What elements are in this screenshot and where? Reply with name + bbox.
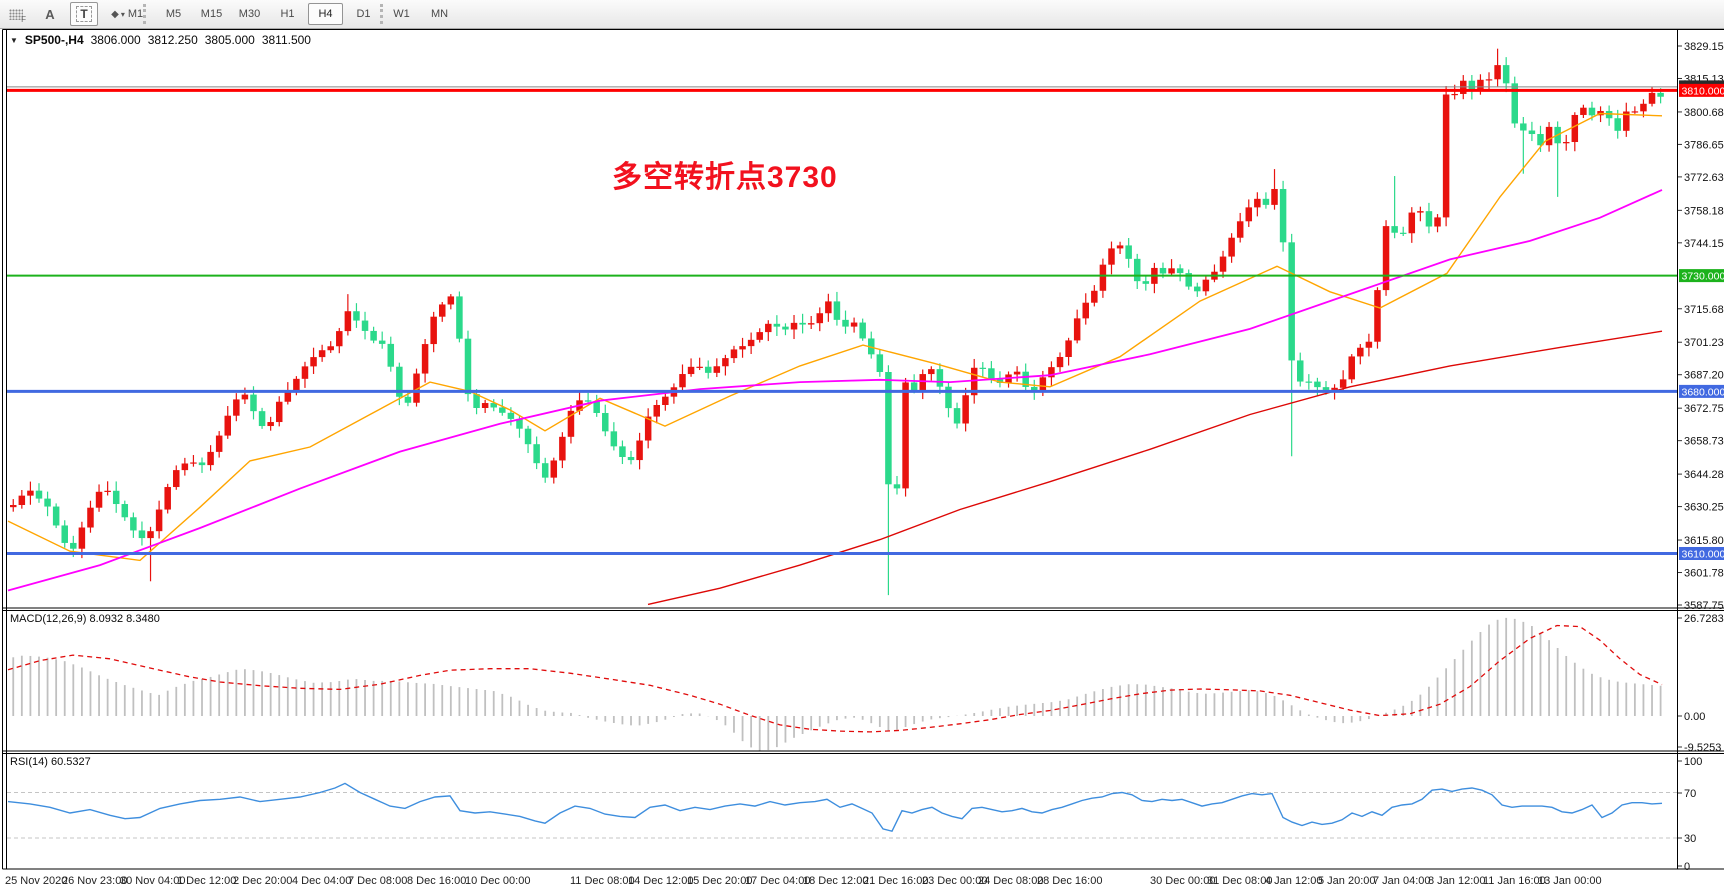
svg-text:3630.255: 3630.255 [1684,502,1724,514]
timeframe-button-d1[interactable]: D1 [356,8,371,20]
svg-text:17 Dec 04:00: 17 Dec 04:00 [745,875,810,887]
svg-text:1 Dec 12:00: 1 Dec 12:00 [177,875,236,887]
svg-text:13 Jan 00:00: 13 Jan 00:00 [1538,875,1602,887]
timeframe-group: M1 M5 M15 M30 H1 H4 D1 W1 MN [118,3,457,25]
rsi-name: RSI(14) [10,756,48,768]
svg-text:3744.155: 3744.155 [1684,238,1724,250]
svg-text:3658.730: 3658.730 [1684,436,1724,448]
timeframe-button-m1[interactable]: M1 [127,8,144,20]
svg-text:70: 70 [1684,788,1696,800]
timeframe-button-m15[interactable]: M15 [200,8,223,20]
timeframe-button-h1[interactable]: H1 [280,8,295,20]
text-label-icon[interactable]: A [36,2,64,26]
chart-header: ▼ SP500-,H4 3806.000 3812.250 3805.000 3… [10,33,311,47]
shapes-tool-icon[interactable]: ◆ ▾ [104,2,132,26]
svg-text:3730.000: 3730.000 [1682,271,1724,283]
svg-text:3810.000: 3810.000 [1682,85,1724,97]
svg-text:4 Dec 04:00: 4 Dec 04:00 [292,875,351,887]
svg-text:3587.755: 3587.755 [1684,600,1724,612]
diamond-icon: ◆ [111,8,119,20]
macd-values: 8.0932 8.3480 [89,613,160,625]
macd-indicator-label: MACD(12,26,9) 8.0932 8.3480 [10,613,160,625]
dot-grid-icon [9,8,23,20]
svg-text:3615.805: 3615.805 [1684,535,1724,547]
svg-text:24 Dec 08:00: 24 Dec 08:00 [978,875,1043,887]
svg-text:25 Nov 2020: 25 Nov 2020 [5,875,67,887]
svg-text:10 Dec 00:00: 10 Dec 00:00 [465,875,530,887]
svg-text:-9.5253: -9.5253 [1684,742,1721,754]
svg-text:3758.180: 3758.180 [1684,205,1724,217]
chevron-down-icon: ▾ [120,9,125,19]
svg-text:3800.680: 3800.680 [1684,107,1724,119]
svg-text:28 Dec 16:00: 28 Dec 16:00 [1037,875,1102,887]
svg-text:2 Dec 20:00: 2 Dec 20:00 [233,875,292,887]
svg-text:7 Jan 04:00: 7 Jan 04:00 [1373,875,1431,887]
svg-text:31 Dec 08:00: 31 Dec 08:00 [1207,875,1272,887]
svg-text:7 Dec 08:00: 7 Dec 08:00 [348,875,407,887]
timeframe-button-m5[interactable]: M5 [165,8,182,20]
svg-text:8 Jan 12:00: 8 Jan 12:00 [1428,875,1486,887]
svg-text:3829.155: 3829.155 [1684,41,1724,53]
svg-text:18 Dec 12:00: 18 Dec 12:00 [803,875,868,887]
svg-text:26 Nov 23:00: 26 Nov 23:00 [62,875,127,887]
svg-text:3644.280: 3644.280 [1684,469,1724,481]
toolbar-tools: F A T ◆ ▾ [2,2,152,26]
ohlc-high: 3812.250 [147,33,198,47]
svg-text:11 Dec 08:00: 11 Dec 08:00 [570,875,635,887]
svg-text:15 Dec 20:00: 15 Dec 20:00 [687,875,752,887]
svg-text:30: 30 [1684,833,1696,845]
ohlc-close: 3811.500 [261,33,311,47]
svg-text:0.00: 0.00 [1684,711,1705,723]
timeframe-button-w1[interactable]: W1 [393,8,410,20]
svg-text:100: 100 [1684,756,1702,768]
svg-text:5 Jan 20:00: 5 Jan 20:00 [1318,875,1376,887]
annotation-text: 多空转折点3730 [612,161,838,194]
timeframe-button-m30[interactable]: M30 [238,8,261,20]
grid-icon-letter: F [21,15,26,24]
macd-name: MACD(12,26,9) [10,613,87,625]
svg-text:3610.000: 3610.000 [1682,548,1724,560]
text-tool-letter: T [76,6,92,22]
toolbar-separator [143,4,147,24]
svg-text:30 Dec 00:00: 30 Dec 00:00 [1150,875,1215,887]
svg-text:3680.000: 3680.000 [1682,386,1724,398]
collapse-triangle-icon[interactable]: ▼ [10,35,18,45]
svg-text:3687.205: 3687.205 [1684,370,1724,382]
symbol-period: SP500-,H4 [24,33,84,47]
svg-text:3601.780: 3601.780 [1684,568,1724,580]
rsi-value: 60.5327 [50,756,91,768]
toolbar: F A T ◆ ▾ M1 M5 M15 M30 H1 H4 D1 W1 MN [0,0,1724,29]
ohlc-open: 3806.000 [90,33,141,47]
svg-text:4 Jan 12:00: 4 Jan 12:00 [1265,875,1323,887]
svg-text:3701.230: 3701.230 [1684,337,1724,349]
svg-text:8 Dec 16:00: 8 Dec 16:00 [407,875,466,887]
svg-text:0: 0 [1684,861,1690,873]
svg-text:3672.755: 3672.755 [1684,403,1724,415]
svg-text:11 Jan 16:00: 11 Jan 16:00 [1483,875,1546,887]
text-label-letter: A [45,6,55,22]
timeframe-button-mn[interactable]: MN [430,8,449,20]
timeframe-button-h4[interactable]: H4 [308,3,343,25]
svg-text:26.7283: 26.7283 [1684,613,1724,625]
svg-text:3715.680: 3715.680 [1684,304,1724,316]
svg-text:21 Dec 16:00: 21 Dec 16:00 [863,875,928,887]
toolbar-separator-end [380,4,384,24]
rsi-indicator-label: RSI(14) 60.5327 [10,756,91,768]
svg-text:23 Dec 00:00: 23 Dec 00:00 [922,875,987,887]
svg-text:30 Nov 04:00: 30 Nov 04:00 [120,875,185,887]
svg-text:3786.655: 3786.655 [1684,139,1724,151]
svg-text:3772.630: 3772.630 [1684,172,1724,184]
svg-text:14 Dec 12:00: 14 Dec 12:00 [628,875,693,887]
text-tool-icon[interactable]: T [70,2,98,26]
ohlc-low: 3805.000 [204,33,255,47]
grid-snap-icon[interactable]: F [2,2,30,26]
